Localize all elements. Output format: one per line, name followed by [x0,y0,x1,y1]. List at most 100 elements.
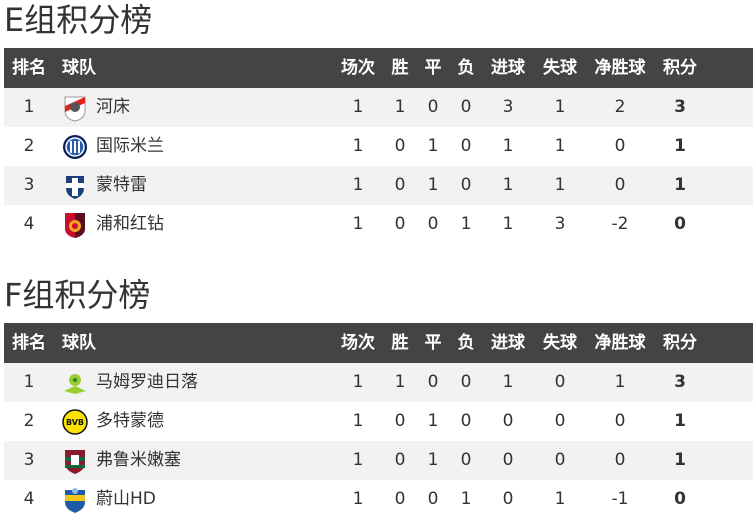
header-col: 积分 [663,333,697,353]
stat-cell: 1 [352,411,364,431]
fluminense-logo-icon [65,449,85,474]
stat-cell: 1 [502,214,514,234]
header-col: 平 [424,58,442,78]
stat-cell: 1 [394,372,406,392]
table-row[interactable]: 4 浦和红钻 1 0 0 1 1 3 -2 0 [4,205,753,244]
table-row[interactable]: 1 河床 1 1 0 0 3 1 2 3 [4,88,753,127]
table-row[interactable]: 1 马姆罗迪日落 1 1 0 0 1 0 1 3 [4,363,753,402]
stat-cell: 1 [352,97,364,117]
stat-cell: -2 [611,214,629,234]
header-col: 负 [457,333,475,353]
rank: 4 [23,214,35,234]
header-col: 积分 [663,58,697,78]
team-name[interactable]: 国际米兰 [96,136,164,156]
table-row[interactable]: 3 蒙特雷 1 0 1 0 1 1 0 1 [4,166,753,205]
stat-cell: 1 [352,450,364,470]
team-name[interactable]: 蒙特雷 [96,175,147,195]
stat-cell: 0 [502,411,514,431]
stat-cell: 1 [427,136,439,156]
rank: 1 [23,97,35,117]
table-row[interactable]: 4 蔚山HD 1 0 0 1 0 1 -1 0 [4,480,753,519]
stat-cell: 1 [352,136,364,156]
group-title: F组积分榜 [4,276,151,314]
stat-cell: 0 [674,489,686,509]
table-header: 排名 球队 场次胜平负进球 失球 净胜球 积分 [4,323,753,363]
stat-cell: 0 [614,450,626,470]
stat-cell: 3 [554,214,566,234]
stat-cell: 1 [554,136,566,156]
header-team: 球队 [62,58,96,78]
stat-cell: 1 [674,175,686,195]
stat-cell: 1 [352,175,364,195]
header-col: 负 [457,58,475,78]
ulsan-hd-logo-icon [65,487,85,513]
stat-cell: 0 [427,214,439,234]
header-col: 失球 [543,58,577,78]
rank: 3 [23,450,35,470]
stat-cell: 3 [674,372,686,392]
stat-cell: 1 [554,97,566,117]
stat-cell: 1 [674,411,686,431]
stat-cell: 0 [614,136,626,156]
stat-cell: 1 [502,175,514,195]
monterrey-logo-icon [66,175,84,199]
stat-cell: 1 [394,97,406,117]
stat-cell: 0 [394,136,406,156]
standings-table: 排名 球队 场次胜平负进球 失球 净胜球 积分 1 马姆罗迪日落 1 1 0 0 1 0 1 3 2 BVB 多特蒙… [4,323,753,519]
table-body: 1 马姆罗迪日落 1 1 0 0 1 0 1 3 2 BVB 多特蒙德 1 0 1 0 0 0 0 1 3 弗鲁米嫩塞 1 0 1… [4,363,753,519]
header-team: 球队 [62,333,96,353]
table-header: 排名 球队 场次胜平负进球 失球 净胜球 积分 [4,48,753,88]
stat-cell: 0 [460,136,472,156]
rank: 2 [23,411,35,431]
stat-cell: 0 [614,411,626,431]
stat-cell: 1 [352,372,364,392]
mamelodi-sundowns-logo-icon [64,373,86,394]
header-col: 进球 [491,58,525,78]
header-col: 净胜球 [594,333,646,353]
header-col: 净胜球 [594,58,646,78]
group-title: E组积分榜 [4,1,153,39]
table-body: 1 河床 1 1 0 0 3 1 2 3 2 国际米兰 1 0 1 0 1 1 0 1 3 蒙特雷 1 0 1 0 1 1 0 1 4 浦和红… [4,88,753,244]
stat-cell: 1 [502,136,514,156]
header-col: 失球 [543,333,577,353]
stat-cell: 0 [674,214,686,234]
header-col: 胜 [391,333,409,353]
stat-cell: 0 [427,489,439,509]
stat-cell: 1 [427,450,439,470]
svg-text:BVB: BVB [66,418,84,427]
stat-cell: 1 [674,450,686,470]
stat-cell: 3 [502,97,514,117]
team-name[interactable]: 蔚山HD [96,489,156,509]
stat-cell: 0 [394,450,406,470]
team-name[interactable]: 弗鲁米嫩塞 [96,450,181,470]
table-row[interactable]: 2 国际米兰 1 0 1 0 1 1 0 1 [4,127,753,166]
stat-cell: 0 [394,489,406,509]
team-name[interactable]: 河床 [96,97,130,117]
stat-cell: 0 [394,411,406,431]
stat-cell: 1 [460,489,472,509]
header-rank: 排名 [12,333,46,353]
stat-cell: 1 [352,489,364,509]
stat-cell: 0 [394,175,406,195]
stat-cell: 0 [394,214,406,234]
standings-table: 排名 球队 场次胜平负进球 失球 净胜球 积分 1 河床 1 1 0 0 3 1 2 3 2 国际米兰 1 0 1 0 1 1… [4,48,753,244]
team-name[interactable]: 马姆罗迪日落 [96,372,198,392]
stat-cell: 0 [460,450,472,470]
stat-cell: 2 [614,97,626,117]
team-name[interactable]: 浦和红钻 [96,214,164,234]
stat-cell: 0 [460,175,472,195]
stat-cell: 1 [554,489,566,509]
rank: 2 [23,136,35,156]
header-col: 平 [424,333,442,353]
table-row[interactable]: 2 BVB 多特蒙德 1 0 1 0 0 0 0 1 [4,402,753,441]
table-row[interactable]: 3 弗鲁米嫩塞 1 0 1 0 0 0 0 1 [4,441,753,480]
stat-cell: 1 [554,175,566,195]
stat-cell: 0 [427,372,439,392]
stat-cell: 1 [460,214,472,234]
team-name[interactable]: 多特蒙德 [96,411,164,431]
stat-cell: 0 [554,372,566,392]
rank: 1 [23,372,35,392]
stat-cell: 3 [674,97,686,117]
stat-cell: 0 [554,411,566,431]
stat-cell: 0 [427,97,439,117]
